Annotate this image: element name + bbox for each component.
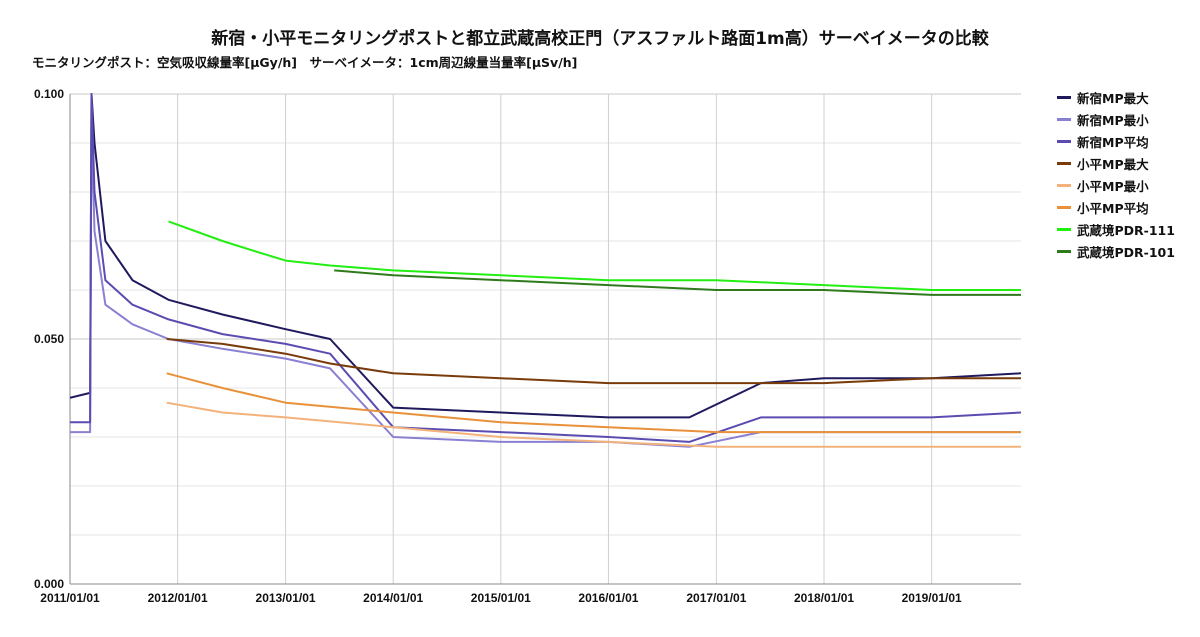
legend-swatch (1057, 205, 1071, 209)
y-tick-label: 0.000 (34, 577, 64, 591)
x-tick-label: 2019/01/01 (902, 591, 962, 605)
legend-swatch (1057, 249, 1071, 253)
x-tick-label: 2018/01/01 (794, 591, 854, 605)
legend-label: 新宿MP平均 (1077, 134, 1149, 150)
line-chart: 0.000 0.050 0.100 2011/01/01 2012/01/01 2013/… (34, 87, 1021, 605)
series-line (166, 338, 1021, 385)
legend-item: 新宿MP最大 (1057, 86, 1175, 108)
y-tick-label: 0.100 (34, 87, 64, 101)
series-line (168, 220, 1021, 291)
x-tick-label: 2014/01/01 (363, 591, 423, 605)
x-tick-label: 2013/01/01 (256, 591, 316, 605)
series-line (334, 269, 1021, 296)
x-tick-label: 2012/01/01 (148, 591, 208, 605)
legend-swatch (1057, 117, 1071, 121)
legend-swatch (1057, 183, 1071, 187)
series-line (166, 401, 1021, 448)
chart-legend: 新宿MP最大 新宿MP最小 新宿MP平均 小平MP最大 小平MP最小 小平MP平均武蔵境P… (1057, 86, 1175, 262)
legend-item: 武蔵境PDR-101 (1057, 240, 1175, 262)
chart-title: 新宿・小平モニタリングポストと都立武蔵高校正門（アスファルト路面1m高）サーベイ… (211, 29, 989, 49)
legend-label: 武蔵境PDR-101 (1077, 244, 1175, 260)
legend-item: 小平MP平均 (1057, 196, 1175, 218)
legend-label: 小平MP最大 (1077, 156, 1149, 172)
series-line (166, 372, 1021, 434)
legend-label: 小平MP平均 (1077, 200, 1149, 216)
legend-label: 小平MP最小 (1077, 178, 1149, 194)
legend-item: 小平MP最小 (1057, 174, 1175, 196)
legend-item: 武蔵境PDR-111 (1057, 218, 1175, 240)
x-tick-label: 2015/01/01 (471, 591, 531, 605)
chart-subtitle: モニタリングポスト：空気吸収線量率[µGy/h] サーベイメータ：1cm周辺線量… (32, 55, 578, 70)
legend-item: 新宿MP平均 (1057, 130, 1175, 152)
legend-swatch (1057, 227, 1071, 231)
legend-item: 新宿MP最小 (1057, 108, 1175, 130)
x-tick-label: 2011/01/01 (40, 591, 100, 605)
x-tick-label: 2016/01/01 (578, 591, 638, 605)
legend-label: 新宿MP最小 (1077, 112, 1149, 128)
legend-swatch (1057, 139, 1071, 143)
x-tick-label: 2017/01/01 (686, 591, 746, 605)
legend-swatch (1057, 161, 1071, 165)
legend-item: 小平MP最大 (1057, 152, 1175, 174)
legend-label: 新宿MP最大 (1077, 90, 1149, 106)
series-line (70, 93, 1021, 443)
legend-swatch (1057, 95, 1071, 99)
legend-label: 武蔵境PDR-111 (1077, 222, 1175, 238)
y-tick-label: 0.050 (34, 332, 64, 346)
